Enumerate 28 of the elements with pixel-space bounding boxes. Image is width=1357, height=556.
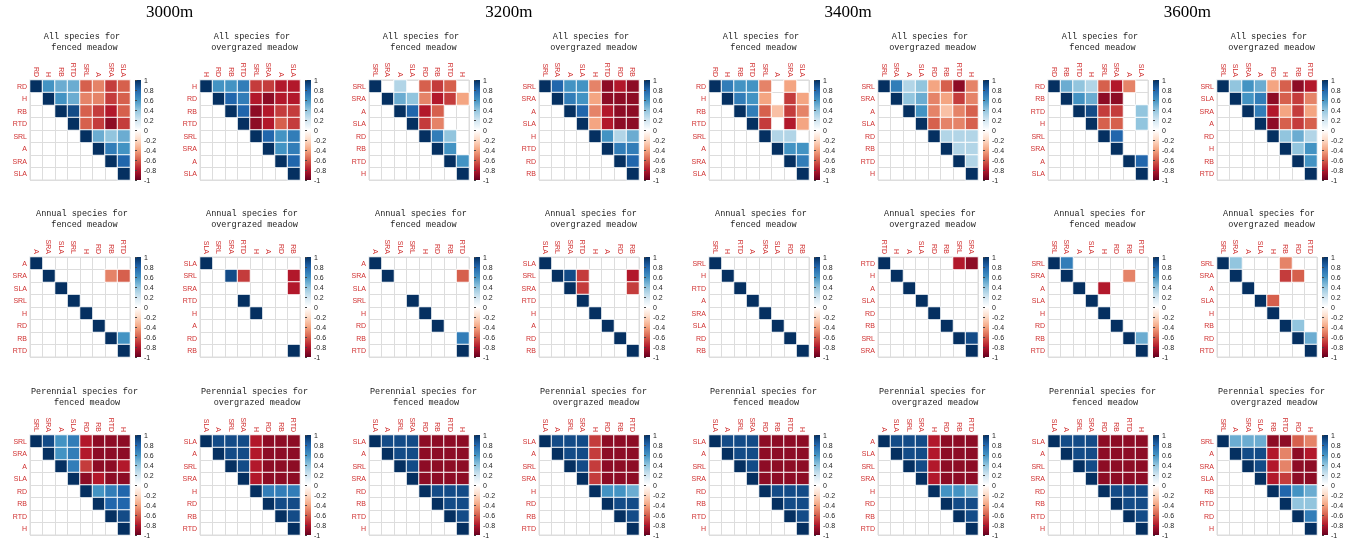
chart-title: All species for overgrazed meadow [550,31,638,53]
chart-title: Annual species for fenced meadow [714,208,812,230]
chart-title: All species for overgrazed meadow [1228,31,1317,53]
text: 3400m [823,2,873,22]
chart-title: Annual species for fenced meadow [36,208,133,230]
chart-title: All species for overgrazed meadow [889,31,977,53]
chart-title: Annual species for overgrazed meadow [205,208,303,230]
chart-title: Annual species for overgrazed meadow [884,208,982,230]
chart-title: Perennial species for overgrazed meadow [1218,386,1326,408]
chart-title: Perennial species for overgrazed meadow [879,386,987,408]
chart-title: All species for fenced meadow [382,31,465,53]
chart-title: Annual species for fenced meadow [375,208,473,230]
chart-title: All species for fenced meadow [43,31,126,53]
text: 3200m [484,2,534,22]
chart-title: Perennial species for overgrazed meadow [539,386,647,408]
chart-title: All species for fenced meadow [722,31,804,53]
chart-title: Annual species for fenced meadow [1053,208,1151,230]
chart-title: Perennial species for fenced meadow [370,386,478,408]
text: 3000m [145,2,195,22]
chart-title: All species for overgrazed meadow [210,31,299,53]
chart-title: Annual species for overgrazed meadow [1223,208,1321,230]
chart-title: Annual species for overgrazed meadow [544,208,642,230]
chart-title: Perennial species for overgrazed meadow [200,386,308,408]
chart-title: Perennial species for fenced meadow [709,386,817,408]
chart-title: Perennial species for fenced meadow [1048,386,1156,408]
chart-title: Perennial species for fenced meadow [30,386,139,408]
chart-title: All species for fenced meadow [1061,31,1144,53]
text: 3600m [1162,2,1212,22]
